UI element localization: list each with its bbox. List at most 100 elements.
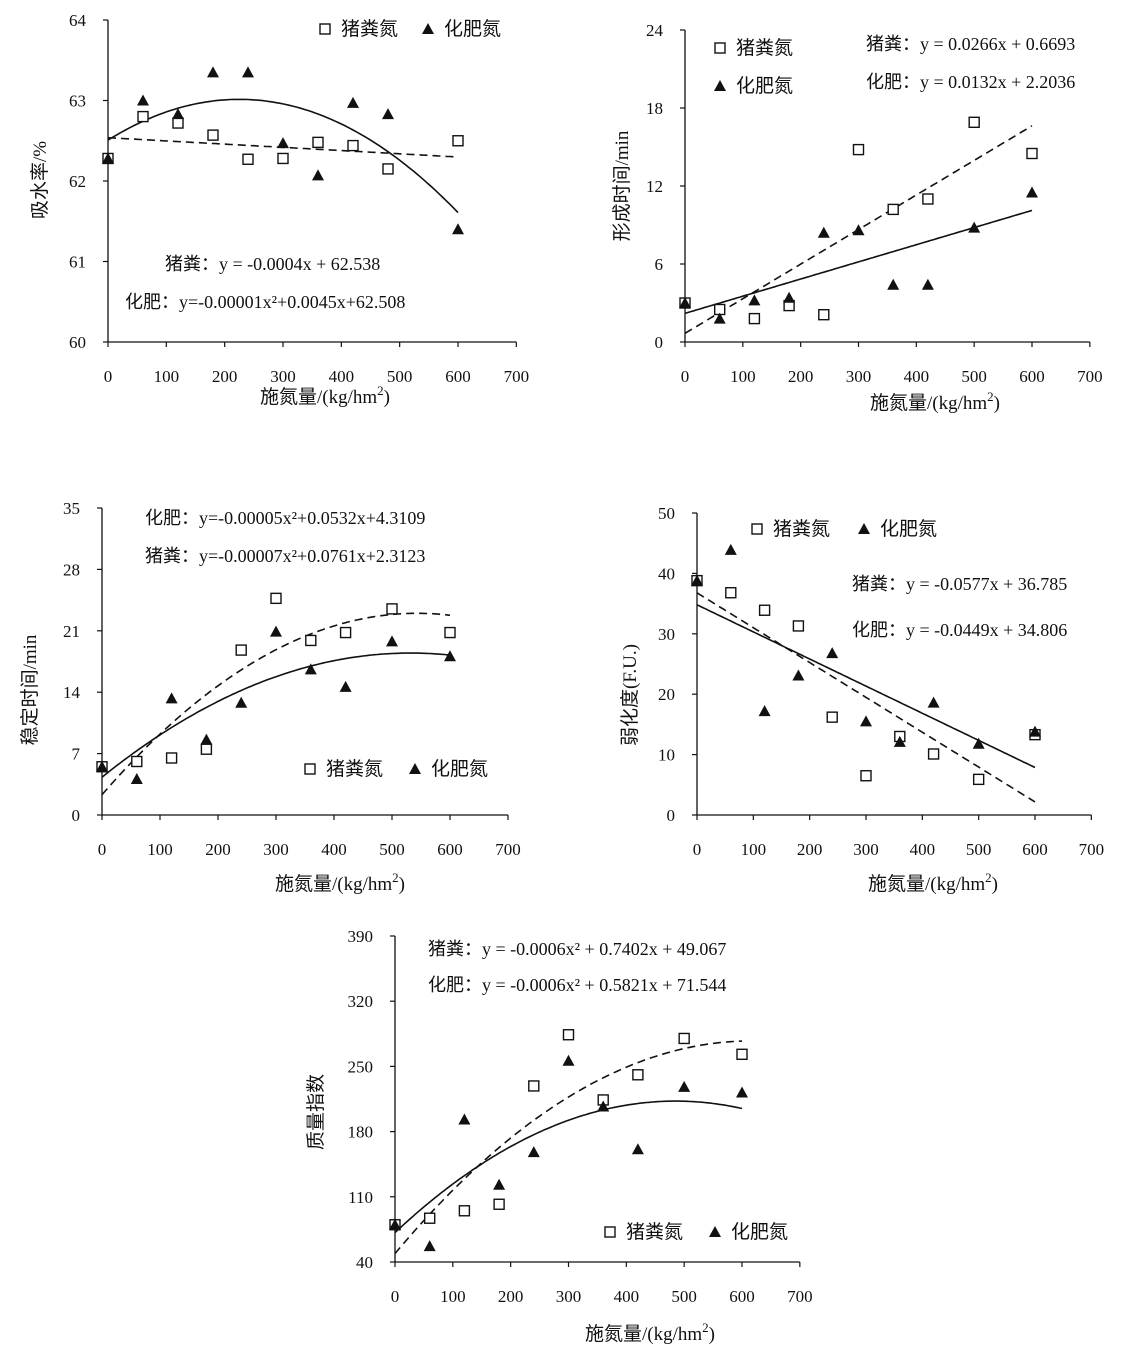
data-point-pig (339, 626, 352, 639)
data-point-fertilizer (562, 1054, 575, 1066)
fit-equation-0: 猪粪：y = -0.0577x + 36.785 (852, 574, 1067, 594)
y-tick-label: 64 (69, 11, 87, 30)
data-point-fertilizer (165, 692, 178, 704)
data-point-pig (927, 748, 940, 760)
legend-fert-label: 化肥氮 (444, 18, 501, 40)
fit-curve-fertilizer (107, 98, 459, 214)
legend-fert-label: 化肥氮 (431, 758, 488, 780)
x-tick-label: 500 (387, 367, 413, 386)
y-axis-label: 稳定时间/min (19, 634, 41, 745)
data-point-fertilizer (748, 294, 761, 306)
y-tick-label: 6 (655, 255, 664, 274)
data-point-fertilizer (893, 735, 906, 747)
legend-pig-label: 猪粪氮 (341, 18, 398, 40)
data-point-fertilizer (172, 108, 184, 120)
legend-fert-label: 化肥氮 (731, 1221, 788, 1243)
y-tick-label: 40 (356, 1253, 373, 1272)
data-point-fertilizer (242, 66, 254, 78)
data-point-fertilizer (1029, 725, 1041, 737)
x-tick-label: 600 (437, 840, 463, 859)
x-tick-label: 0 (681, 367, 690, 386)
x-tick-label: 100 (154, 367, 180, 386)
legend-triangle-marker (858, 523, 870, 534)
data-point-fertilizer (921, 278, 934, 290)
y-tick-label: 390 (348, 927, 374, 946)
data-point-fertilizer (452, 223, 464, 235)
x-tick-label: 500 (671, 1287, 697, 1306)
legend-square-marker (604, 1226, 616, 1238)
x-tick-label: 0 (693, 840, 702, 859)
fit-curve-fertilizer (101, 652, 451, 778)
data-point-pig (748, 312, 761, 325)
data-point-pig (860, 770, 872, 782)
fit-equation-0: 猪粪：y = -0.0006x² + 0.7402x + 49.067 (428, 939, 726, 959)
data-point-pig (235, 644, 247, 656)
x-tick-label: 500 (966, 840, 992, 859)
legend-square-marker (319, 23, 331, 35)
data-point-pig (887, 203, 899, 216)
x-tick-label: 300 (270, 367, 296, 386)
x-tick-label: 400 (614, 1287, 640, 1306)
x-tick-label: 700 (1077, 367, 1103, 386)
fit-equation-1: 猪粪：y=-0.00007x²+0.0761x+2.3123 (145, 546, 425, 566)
data-point-pig (382, 163, 394, 175)
x-tick-label: 700 (495, 840, 521, 859)
data-point-fertilizer (458, 1113, 471, 1125)
y-tick-label: 18 (646, 99, 663, 118)
data-point-pig (968, 116, 980, 129)
stability-time-chart: 0 100 200 300 400 500 600 700 0 7 14 21 28 35 施氮量/(kg/… (19, 499, 521, 895)
data-point-pig (165, 752, 178, 764)
y-tick-label: 0 (667, 806, 676, 825)
y-tick-label: 110 (348, 1188, 373, 1207)
data-point-fertilizer (887, 278, 900, 290)
y-tick-label: 0 (655, 333, 664, 352)
fit-equation-1: 化肥：y=-0.00001x²+0.0045x+62.508 (125, 292, 405, 312)
fit-curve-pig (394, 1040, 743, 1255)
x-tick-label: 600 (729, 1287, 755, 1306)
data-point-fertilizer (678, 1080, 691, 1092)
data-point-fertilizer (527, 1146, 540, 1158)
x-tick-label: 200 (797, 840, 823, 859)
x-tick-label: 400 (321, 840, 347, 859)
data-point-pig (386, 603, 398, 615)
x-axis-label: 施氮量/(kg/hm2) (870, 389, 1000, 414)
y-tick-label: 21 (63, 622, 80, 641)
data-point-fertilizer (130, 773, 143, 785)
data-point-fertilizer (792, 669, 805, 681)
data-point-fertilizer (736, 1086, 748, 1098)
y-tick-label: 40 (658, 564, 675, 583)
x-tick-label: 100 (440, 1287, 466, 1306)
data-point-fertilizer (826, 647, 839, 659)
x-tick-label: 700 (504, 367, 530, 386)
data-point-pig (172, 117, 184, 129)
x-tick-label: 0 (98, 840, 107, 859)
x-tick-label: 700 (1079, 840, 1105, 859)
data-point-fertilizer (691, 574, 703, 586)
x-tick-label: 700 (787, 1287, 813, 1306)
x-tick-label: 600 (1022, 840, 1048, 859)
x-tick-label: 100 (147, 840, 173, 859)
data-point-fertilizer (860, 715, 872, 727)
y-tick-label: 12 (646, 177, 663, 196)
data-point-fertilizer (817, 226, 830, 238)
data-point-fertilizer (347, 96, 359, 108)
y-axis-label: 形成时间/min (611, 130, 633, 241)
data-point-pig (632, 1069, 644, 1081)
legend-fert-label: 化肥氮 (736, 75, 793, 97)
data-point-fertilizer (631, 1143, 644, 1155)
legend-pig-label: 猪粪氮 (773, 518, 830, 540)
formation-time-chart: 0 100 200 300 400 500 600 700 0 6 12 18 24 施氮量/(kg/hm… (611, 21, 1103, 414)
x-tick-label: 500 (961, 367, 987, 386)
y-tick-label: 10 (658, 746, 675, 765)
data-point-pig (131, 755, 143, 768)
x-tick-label: 200 (498, 1287, 524, 1306)
data-point-fertilizer (137, 94, 149, 106)
data-point-pig (452, 135, 464, 147)
y-tick-label: 50 (658, 504, 675, 523)
y-tick-label: 60 (69, 333, 86, 352)
x-axis-label: 施氮量/(kg/hm2) (260, 383, 390, 408)
data-point-fertilizer (444, 650, 456, 662)
y-tick-label: 250 (348, 1057, 374, 1076)
y-tick-label: 7 (72, 745, 81, 764)
legend-square-marker (751, 523, 763, 535)
